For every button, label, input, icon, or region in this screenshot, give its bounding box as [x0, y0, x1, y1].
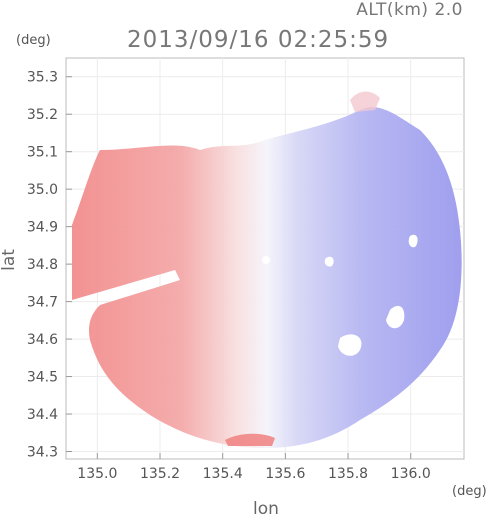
y-tick-label: 34.6 — [27, 332, 58, 348]
chart-title-timestamp: 2013/09/16 02:25:59 — [127, 27, 390, 53]
x-tick-label: 135.6 — [265, 466, 305, 482]
echo-south-strip — [225, 433, 275, 446]
x-tick-label: 135.8 — [328, 466, 368, 482]
echo-east-gap-1 — [386, 305, 405, 329]
y-axis-unit: (deg) — [16, 33, 51, 48]
y-tick-label: 34.5 — [27, 370, 58, 386]
altitude-label: ALT(km) 2.0 — [356, 0, 463, 20]
x-tick-label: 135.2 — [140, 466, 180, 482]
echo-east-gap-2 — [338, 334, 362, 356]
x-tick-label: 135.0 — [77, 466, 117, 482]
echo-area — [72, 107, 462, 448]
x-axis-ticks: 135.0 135.2 135.4 135.6 135.8 136.0 — [77, 453, 431, 482]
radar-site-marker — [262, 256, 270, 264]
y-tick-label: 34.4 — [27, 407, 58, 423]
y-tick-label: 35.3 — [27, 70, 58, 86]
y-tick-label: 34.7 — [27, 295, 58, 311]
radar-echo-field — [72, 91, 462, 448]
echo-east-gap-3 — [408, 234, 418, 248]
y-axis-ticks: 34.3 34.4 34.5 34.6 34.7 34.8 34.9 35.0 35.1 35.2… — [27, 70, 72, 461]
x-axis-label: lon — [253, 499, 279, 519]
y-tick-label: 34.9 — [27, 220, 58, 236]
echo-east-gap-4 — [324, 256, 334, 267]
y-tick-label: 35.1 — [27, 145, 58, 161]
y-tick-label: 34.8 — [27, 257, 58, 273]
y-tick-label: 35.0 — [27, 182, 58, 198]
echo-northeast-fragment — [350, 91, 380, 112]
y-tick-label: 35.2 — [27, 107, 58, 123]
y-tick-label: 34.3 — [27, 445, 58, 461]
x-tick-label: 135.4 — [203, 466, 243, 482]
x-tick-label: 136.0 — [391, 466, 431, 482]
x-axis-unit: (deg) — [452, 484, 487, 499]
